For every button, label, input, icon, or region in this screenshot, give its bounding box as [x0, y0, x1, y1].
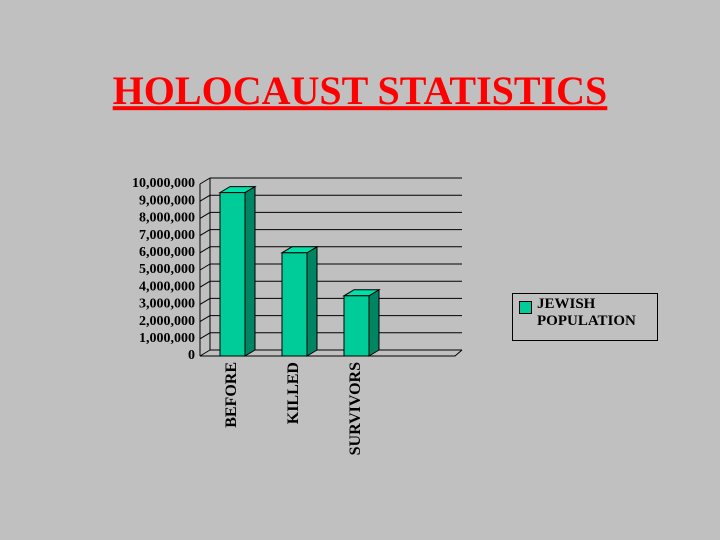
x-tick-label: BEFORE	[223, 362, 240, 428]
y-tick-label: 6,000,000	[139, 245, 195, 260]
chart-title: HOLOCAUST STATISTICS	[113, 68, 608, 113]
x-tick-label: KILLED	[285, 362, 302, 424]
legend-swatch	[519, 301, 532, 314]
tick-mark	[199, 177, 211, 185]
y-tick-label: 9,000,000	[139, 193, 195, 208]
tick-mark	[199, 211, 211, 219]
y-tick-label: 0	[188, 348, 195, 363]
y-tick-label: 2,000,000	[139, 314, 195, 329]
bar-side	[368, 288, 380, 357]
tick-mark	[199, 246, 211, 254]
y-tick-label: 1,000,000	[139, 331, 195, 346]
tick-mark	[199, 349, 211, 357]
y-tick-label: 8,000,000	[139, 211, 195, 226]
y-tick-label: 4,000,000	[139, 279, 195, 294]
bar	[281, 252, 308, 357]
y-tick-label: 10,000,000	[132, 176, 195, 191]
bar	[343, 295, 370, 357]
tick-mark	[199, 194, 211, 202]
tick-mark	[199, 263, 211, 271]
bar-side	[306, 245, 318, 357]
tick-mark	[199, 315, 211, 323]
bar	[219, 192, 246, 357]
bar-side	[244, 185, 256, 357]
tick-mark	[199, 332, 211, 340]
y-tick-label: 7,000,000	[139, 228, 195, 243]
y-tick-label: 3,000,000	[139, 297, 195, 312]
legend: JEWISH POPULATION	[512, 293, 658, 341]
tick-mark	[199, 229, 211, 237]
tick-mark	[199, 280, 211, 288]
x-tick-label: SURVIVORS	[347, 362, 364, 455]
legend-label: JEWISH POPULATION	[537, 296, 636, 329]
tick-mark	[199, 297, 211, 305]
y-tick-label: 5,000,000	[139, 262, 195, 277]
